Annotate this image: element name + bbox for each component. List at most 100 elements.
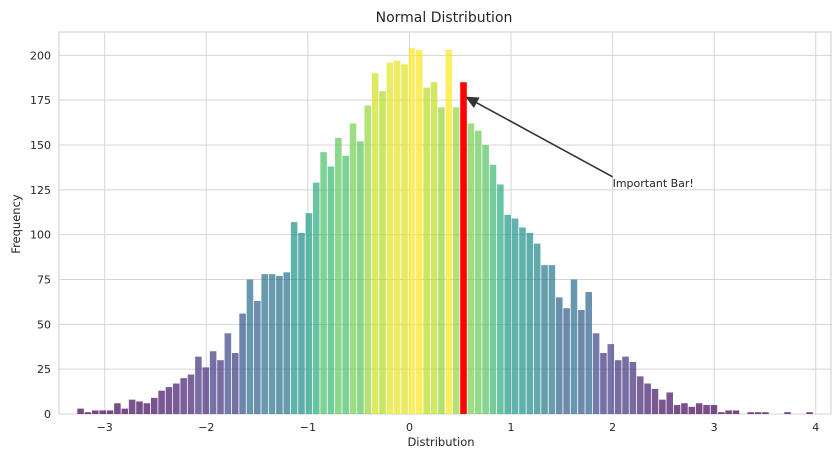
- histogram-bar: [335, 137, 342, 415]
- histogram-bar: [688, 406, 696, 414]
- annotation-text: Important Bar!: [613, 177, 694, 190]
- histogram-bar: [357, 141, 364, 415]
- histogram-bar: [467, 123, 475, 415]
- histogram-bar: [276, 275, 283, 414]
- histogram-bar: [379, 91, 386, 414]
- histogram-bar: [342, 155, 349, 415]
- histogram-bar: [239, 313, 246, 414]
- histogram-bar: [290, 222, 298, 414]
- histogram-bar: [806, 412, 813, 414]
- histogram-bar: [526, 232, 534, 414]
- histogram-bar: [725, 410, 732, 414]
- histogram-bar: [209, 351, 217, 414]
- histogram-bar: [261, 274, 268, 414]
- histogram-bar: [430, 82, 438, 414]
- y-axis-label: Frequency: [9, 194, 23, 254]
- y-tick-label: 50: [37, 318, 51, 331]
- histogram-bar: [136, 401, 143, 414]
- histogram-bar: [717, 412, 725, 414]
- histogram-bar: [622, 356, 629, 414]
- histogram-bar: [519, 227, 526, 414]
- histogram-bar: [511, 218, 519, 414]
- x-tick-label: −1: [300, 421, 316, 434]
- y-tick-label: 200: [30, 49, 51, 62]
- histogram-bar: [754, 412, 762, 414]
- grid-lines: [59, 32, 831, 415]
- histogram-bar: [305, 213, 313, 414]
- x-tick-label: 0: [406, 421, 413, 434]
- histogram-bar: [600, 353, 607, 414]
- histogram-bar: [585, 292, 592, 414]
- histogram-bar: [114, 403, 121, 414]
- histogram-bar: [644, 383, 651, 414]
- y-tick-label: 0: [44, 408, 51, 421]
- bars-group: [77, 48, 813, 415]
- histogram-bar: [651, 388, 659, 414]
- histogram-bar: [371, 73, 379, 414]
- histogram-bar: [349, 123, 357, 415]
- x-tick-label: 1: [508, 421, 515, 434]
- x-tick-label: 4: [812, 421, 819, 434]
- x-axis-label: Distribution: [407, 435, 474, 449]
- histogram-bar: [695, 403, 703, 414]
- annotation-arrow-line: [476, 102, 613, 178]
- y-tick-label: 75: [37, 273, 51, 286]
- x-tick-label: −2: [198, 421, 214, 434]
- histogram-bar: [121, 408, 129, 414]
- histogram-bar: [555, 297, 563, 414]
- histogram-bar: [327, 166, 335, 414]
- histogram-bar: [173, 383, 180, 414]
- histogram-bar: [548, 265, 556, 414]
- histogram-bar: [563, 308, 570, 414]
- histogram-bar: [246, 279, 254, 414]
- histogram-bar: [312, 182, 320, 414]
- y-tick-label: 150: [30, 139, 51, 152]
- histogram-bar: [445, 49, 453, 415]
- histogram-bar: [187, 374, 195, 414]
- histogram-bar: [254, 301, 261, 414]
- histogram-bar: [504, 214, 511, 414]
- histogram-bar: [99, 410, 106, 414]
- histogram-bar: [438, 107, 445, 414]
- histogram-bar: [784, 412, 791, 414]
- histogram-bar: [143, 403, 151, 414]
- histogram-bar: [158, 390, 165, 414]
- histogram-bar: [165, 387, 173, 414]
- histogram-bar: [659, 399, 666, 414]
- histogram-bar: [673, 405, 681, 414]
- histogram-bar: [217, 360, 224, 414]
- histogram-bar: [592, 333, 600, 414]
- y-tick-label: 25: [37, 363, 51, 376]
- histogram-bar: [703, 405, 710, 414]
- histogram-bar: [224, 333, 232, 414]
- histogram-bar: [268, 274, 276, 414]
- histogram-bar: [423, 87, 430, 414]
- x-tick-label: −3: [97, 421, 113, 434]
- histogram-bar: [401, 64, 408, 415]
- y-tick-label: 100: [30, 229, 51, 242]
- histogram-bar: [629, 361, 637, 414]
- histogram-bar: [482, 144, 489, 415]
- histogram-bar: [231, 353, 239, 414]
- histogram-bar: [489, 164, 497, 414]
- histogram-bar: [497, 184, 504, 414]
- histogram-bar: [408, 48, 416, 415]
- annotation-group: Important Bar!: [465, 96, 694, 190]
- histogram-bar: [762, 412, 769, 414]
- highlighted-bar: [460, 82, 467, 414]
- histogram-bar: [106, 410, 114, 414]
- histogram-bar: [578, 309, 585, 414]
- tick-labels: −3 −2 −1 0 1 2 3 4 0 25 50 75 100 125 150 175 200: [30, 49, 819, 434]
- histogram-bar: [320, 152, 327, 415]
- histogram-bar: [666, 392, 674, 414]
- histogram-bar: [150, 397, 158, 414]
- histogram-bar: [195, 356, 202, 414]
- histogram-bar: [393, 60, 401, 415]
- histogram-bar: [607, 344, 615, 414]
- plot-area: [58, 31, 832, 415]
- histogram-bar: [416, 49, 423, 415]
- histogram-bar: [747, 412, 755, 414]
- histogram-bar: [283, 272, 291, 414]
- annotation-arrow-head: [465, 96, 480, 109]
- x-tick-label: 3: [711, 421, 718, 434]
